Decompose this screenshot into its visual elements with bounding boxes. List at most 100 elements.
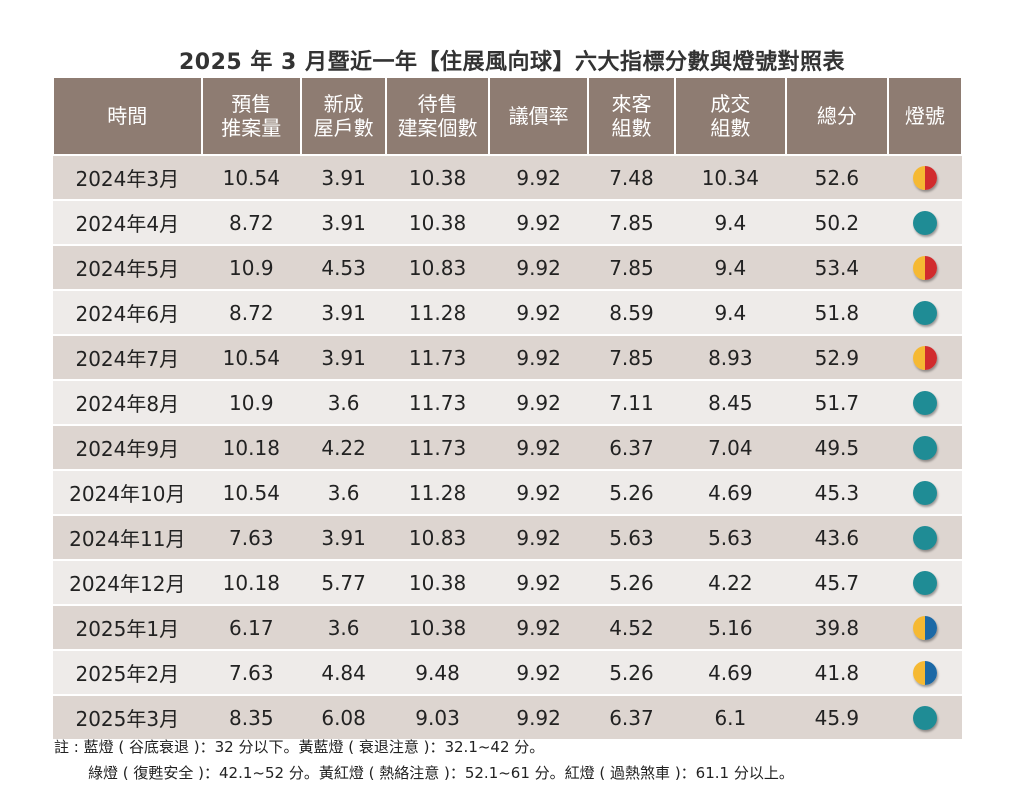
cell-light [887, 289, 962, 336]
cell-new-house: 6.08 [301, 694, 387, 741]
cell-deals: 5.63 [674, 514, 787, 561]
cell-presale: 8.72 [201, 289, 301, 336]
cell-light [887, 244, 962, 291]
cell-time: 2024年7月 [53, 334, 202, 381]
cell-stock: 11.73 [386, 379, 489, 426]
cell-presale: 10.54 [201, 154, 301, 201]
cell-total: 49.5 [786, 424, 888, 471]
legend-note-line-1: 註 : 藍燈 ( 谷底衰退 )：32 分以下。黃藍燈 ( 衰退注意 )：32.1… [54, 738, 545, 756]
cell-visitors: 5.26 [588, 469, 675, 516]
cell-presale: 8.72 [201, 199, 301, 246]
cell-light [887, 199, 962, 246]
cell-presale: 10.9 [201, 379, 301, 426]
cell-stock: 11.73 [386, 334, 489, 381]
cell-stock: 10.38 [386, 199, 489, 246]
cell-deals: 10.34 [674, 154, 787, 201]
cell-total: 45.9 [786, 694, 888, 741]
cell-visitors: 5.26 [588, 649, 675, 696]
cell-total: 51.8 [786, 289, 888, 336]
cell-stock: 10.38 [386, 604, 489, 651]
cell-visitors: 7.85 [588, 334, 675, 381]
cell-presale: 6.17 [201, 604, 301, 651]
header-new-house: 新成 屋戶數 [299, 78, 388, 156]
cell-presale: 10.54 [201, 469, 301, 516]
cell-stock: 10.83 [386, 244, 489, 291]
cell-time: 2024年10月 [53, 469, 202, 516]
cell-visitors: 7.85 [588, 244, 675, 291]
cell-time: 2025年3月 [53, 694, 202, 741]
cell-time: 2024年5月 [53, 244, 202, 291]
cell-time: 2024年12月 [53, 559, 202, 606]
cell-new-house: 4.84 [301, 649, 387, 696]
table-row: 2024年6月 8.72 3.91 11.28 9.92 8.59 9.4 51.8 [53, 289, 962, 336]
cell-presale: 7.63 [201, 649, 301, 696]
cell-deals: 6.1 [674, 694, 787, 741]
cell-time: 2024年4月 [53, 199, 202, 246]
table-row: 2025年1月 6.17 3.6 10.38 9.92 4.52 5.16 39.8 [53, 604, 962, 651]
signal-light-icon [912, 346, 937, 371]
cell-light [887, 334, 962, 381]
table-body: 2024年3月 10.54 3.91 10.38 9.92 7.48 10.34 52.6 20… [53, 154, 962, 741]
cell-new-house: 4.53 [301, 244, 387, 291]
cell-light [887, 379, 962, 426]
cell-new-house: 3.91 [301, 289, 387, 336]
table-row: 2025年3月 8.35 6.08 9.03 9.92 6.37 6.1 45.9 [53, 694, 962, 741]
table-row: 2024年11月 7.63 3.91 10.83 9.92 5.63 5.63 43.6 [53, 514, 962, 561]
signal-light-icon [912, 616, 937, 641]
table-row: 2024年12月 10.18 5.77 10.38 9.92 5.26 4.22 45.7 [53, 559, 962, 606]
cell-new-house: 3.91 [301, 154, 387, 201]
cell-deals: 8.93 [674, 334, 787, 381]
cell-bargain: 9.92 [488, 649, 589, 696]
cell-total: 50.2 [786, 199, 888, 246]
cell-bargain: 9.92 [488, 559, 589, 606]
signal-light-icon [912, 706, 937, 731]
cell-stock: 11.73 [386, 424, 489, 471]
cell-time: 2025年2月 [53, 649, 202, 696]
cell-stock: 9.03 [386, 694, 489, 741]
cell-stock: 11.28 [386, 289, 489, 336]
signal-light-icon [912, 481, 937, 506]
cell-stock: 10.38 [386, 154, 489, 201]
table-row: 2024年3月 10.54 3.91 10.38 9.92 7.48 10.34 52.6 [53, 154, 962, 201]
cell-bargain: 9.92 [488, 334, 589, 381]
cell-time: 2025年1月 [53, 604, 202, 651]
cell-presale: 10.9 [201, 244, 301, 291]
cell-presale: 10.18 [201, 424, 301, 471]
table-row: 2024年10月 10.54 3.6 11.28 9.92 5.26 4.69 45.3 [53, 469, 962, 516]
cell-new-house: 3.6 [301, 604, 387, 651]
cell-bargain: 9.92 [488, 379, 589, 426]
header-bargain: 議價率 [487, 78, 590, 156]
cell-visitors: 7.48 [588, 154, 675, 201]
cell-bargain: 9.92 [488, 154, 589, 201]
cell-total: 45.3 [786, 469, 888, 516]
header-stock: 待售 建案個數 [385, 78, 490, 156]
cell-visitors: 4.52 [588, 604, 675, 651]
cell-deals: 4.69 [674, 649, 787, 696]
cell-deals: 9.4 [674, 244, 787, 291]
cell-bargain: 9.92 [488, 424, 589, 471]
signal-light-icon [912, 526, 937, 551]
cell-time: 2024年11月 [53, 514, 202, 561]
cell-deals: 4.22 [674, 559, 787, 606]
table-row: 2024年4月 8.72 3.91 10.38 9.92 7.85 9.4 50.2 [53, 199, 962, 246]
cell-stock: 9.48 [386, 649, 489, 696]
cell-new-house: 3.91 [301, 334, 387, 381]
table-row: 2025年2月 7.63 4.84 9.48 9.92 5.26 4.69 41.8 [53, 649, 962, 696]
cell-light [887, 469, 962, 516]
cell-deals: 9.4 [674, 199, 787, 246]
cell-total: 39.8 [786, 604, 888, 651]
cell-light [887, 649, 962, 696]
cell-presale: 10.54 [201, 334, 301, 381]
cell-visitors: 5.63 [588, 514, 675, 561]
cell-presale: 8.35 [201, 694, 301, 741]
cell-visitors: 7.85 [588, 199, 675, 246]
signal-light-icon [912, 256, 937, 281]
cell-visitors: 5.26 [588, 559, 675, 606]
cell-bargain: 9.92 [488, 604, 589, 651]
cell-light [887, 154, 962, 201]
cell-total: 51.7 [786, 379, 888, 426]
cell-deals: 5.16 [674, 604, 787, 651]
signal-light-icon [912, 166, 937, 191]
table-row: 2024年8月 10.9 3.6 11.73 9.92 7.11 8.45 51.7 [53, 379, 962, 426]
table-row: 2024年5月 10.9 4.53 10.83 9.92 7.85 9.4 53.4 [53, 244, 962, 291]
